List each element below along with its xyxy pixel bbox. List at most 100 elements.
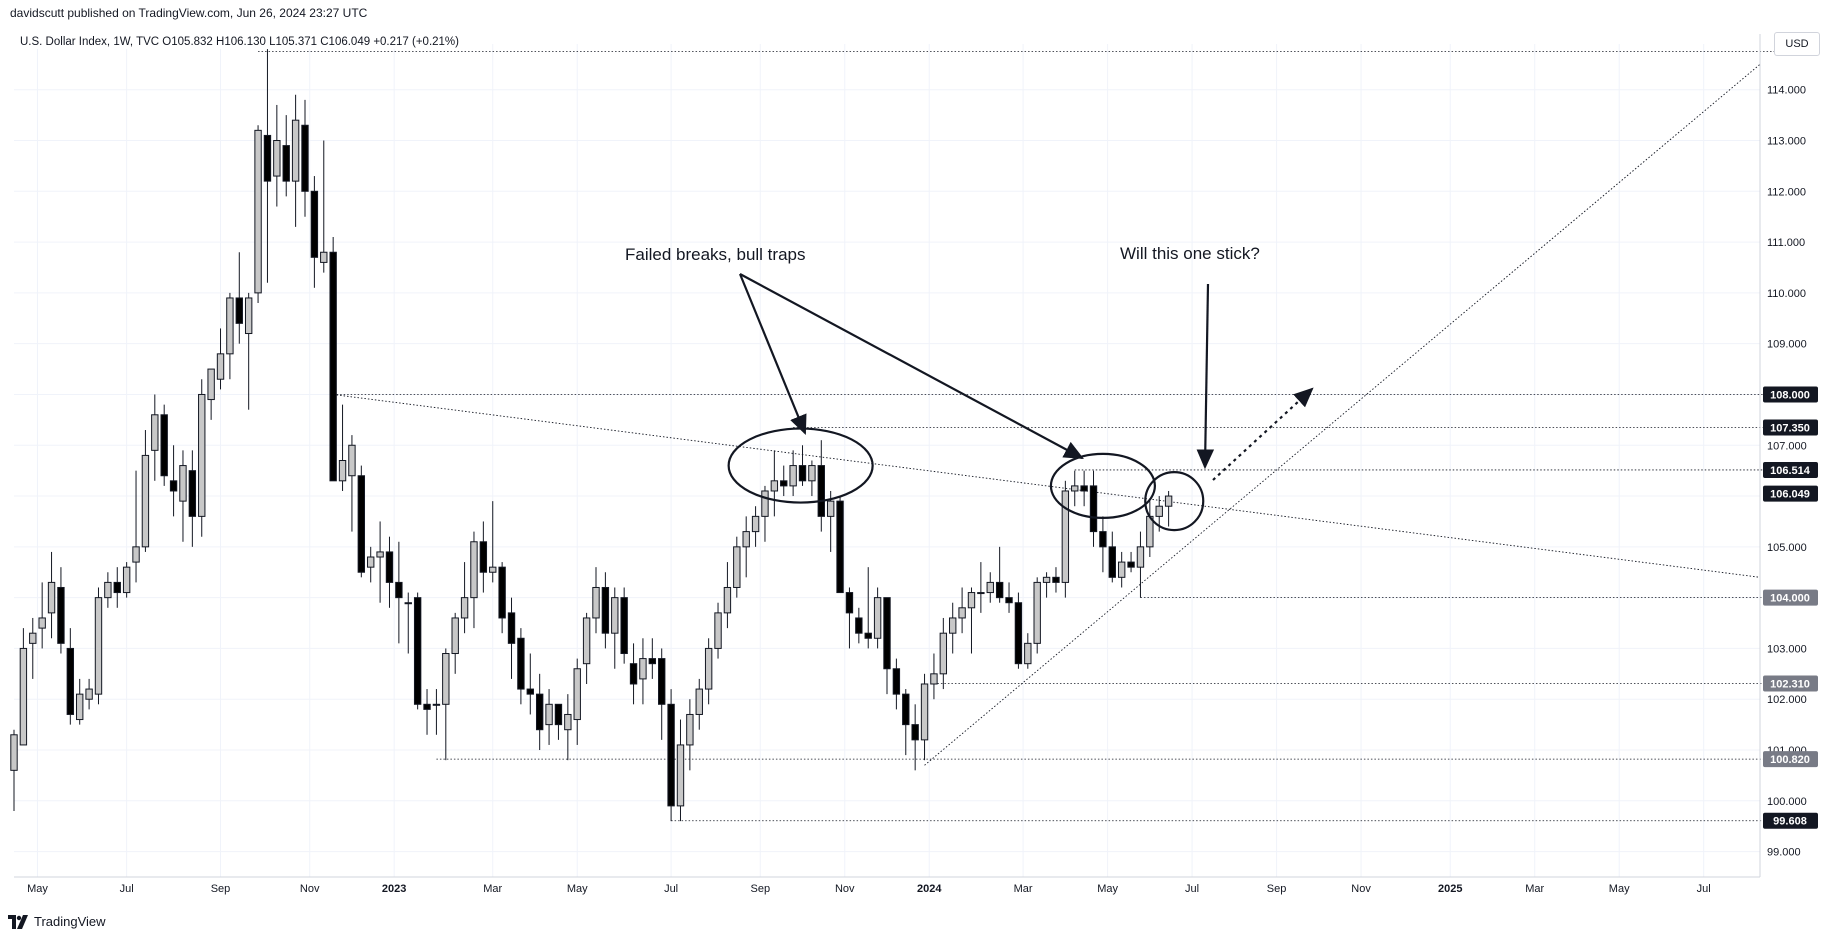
candle: [442, 648, 450, 761]
tradingview-logo-icon: [8, 914, 28, 929]
candle: [216, 328, 225, 390]
candle: [742, 516, 750, 578]
candle: [1164, 490, 1173, 527]
x-tick-label: Mar: [1014, 883, 1033, 895]
candle-body-up: [151, 414, 159, 451]
y-tick-label: 114.000: [1767, 85, 1806, 97]
candle-body-down: [113, 581, 121, 594]
candle: [733, 536, 741, 598]
candle-body-up: [1061, 490, 1070, 583]
candle-body-up: [19, 647, 28, 746]
candle: [179, 450, 187, 542]
candle-body-down: [1108, 546, 1116, 578]
symbol-legend[interactable]: U.S. Dollar Index, 1W, TVC O105.832 H106…: [18, 35, 461, 49]
candle: [498, 562, 506, 634]
candle-body-down: [263, 134, 272, 182]
candle: [648, 638, 657, 679]
candle-body-up: [122, 566, 131, 594]
x-tick-label: 2023: [382, 883, 406, 895]
candle: [808, 460, 816, 497]
price-tag-box: [1763, 386, 1818, 403]
candle-body-down: [902, 693, 910, 726]
candle: [554, 703, 563, 740]
candle: [282, 115, 290, 197]
candle: [780, 465, 788, 497]
candle: [958, 587, 966, 634]
candle: [85, 678, 93, 710]
price-tag-label: 99.608: [1773, 816, 1807, 828]
price-tag-label: 102.310: [1770, 678, 1810, 690]
candle-body-up: [207, 368, 215, 401]
candle-body-up: [826, 500, 835, 517]
x-tick-label: Nov: [835, 883, 855, 895]
candle: [188, 450, 197, 547]
brand-footer[interactable]: TradingView: [8, 914, 106, 929]
y-tick-label: 100.000: [1767, 796, 1807, 808]
candle-body-down: [817, 465, 825, 517]
x-tick-label: 2024: [917, 883, 942, 895]
candle-body-down: [1080, 485, 1088, 492]
candle-body-up: [770, 480, 779, 492]
horizontal-levels: [258, 51, 1798, 822]
y-tick-label: 105.000: [1767, 542, 1807, 554]
candle: [676, 719, 685, 822]
price-tag-label: 107.350: [1770, 422, 1810, 434]
price-tag: 100.820: [1763, 751, 1818, 768]
candle-body-down: [648, 658, 657, 665]
price-tag-box: [1763, 485, 1818, 502]
price-tag-box: [1763, 461, 1818, 478]
candle-body-down: [310, 190, 319, 258]
candle: [432, 689, 441, 735]
candle-body-up: [967, 592, 976, 609]
candle-body-up: [1071, 485, 1079, 492]
price-tag-box: [1763, 751, 1818, 768]
candle: [1042, 572, 1051, 598]
price-tag: 104.000: [1763, 589, 1818, 606]
candle-body-up: [1155, 505, 1163, 517]
candle-body-down: [507, 612, 516, 644]
candle-body-up: [723, 586, 732, 614]
candle: [1033, 577, 1041, 654]
candle: [470, 531, 478, 629]
candle: [883, 597, 891, 695]
candle-body-up: [676, 744, 685, 807]
candle: [263, 49, 272, 283]
candle: [977, 562, 985, 613]
candle-body-up: [94, 597, 103, 695]
candle-body-up: [76, 693, 84, 721]
candle-body-up: [244, 297, 253, 335]
candle: [686, 699, 694, 771]
x-tick-label: Nov: [1351, 883, 1371, 895]
candle-body-up: [573, 668, 581, 721]
trendline-rising-support: [924, 63, 1761, 766]
candle-body-down: [188, 470, 197, 517]
x-tick-label: Jul: [664, 883, 678, 895]
candle: [986, 572, 994, 603]
candle: [254, 125, 262, 304]
candle: [66, 628, 75, 725]
candle: [348, 435, 356, 532]
y-tick-label: 109.000: [1767, 339, 1807, 351]
currency-button[interactable]: USD: [1774, 32, 1820, 56]
candle-body-up: [639, 658, 647, 680]
candle: [911, 704, 919, 771]
candle: [94, 587, 103, 705]
candle: [695, 678, 703, 730]
candle: [395, 541, 403, 644]
candle-body-up: [104, 581, 112, 599]
candle: [1127, 551, 1135, 573]
candle: [995, 546, 1004, 603]
candle-body-down: [57, 586, 65, 644]
candle: [376, 521, 384, 603]
candle-body-up: [254, 129, 262, 294]
candle-body-up: [582, 617, 591, 665]
price-tag: 106.514: [1763, 461, 1818, 478]
arrow-to-trap-1: [738, 273, 807, 436]
axes: 99.000100.000101.000102.000103.000104.00…: [14, 34, 1807, 895]
candle-body-up: [179, 465, 187, 502]
candle-body-down: [517, 637, 525, 690]
price-tag-label: 104.000: [1770, 593, 1810, 605]
candle-body-down: [160, 414, 168, 477]
x-tick-label: Jul: [1185, 883, 1199, 895]
